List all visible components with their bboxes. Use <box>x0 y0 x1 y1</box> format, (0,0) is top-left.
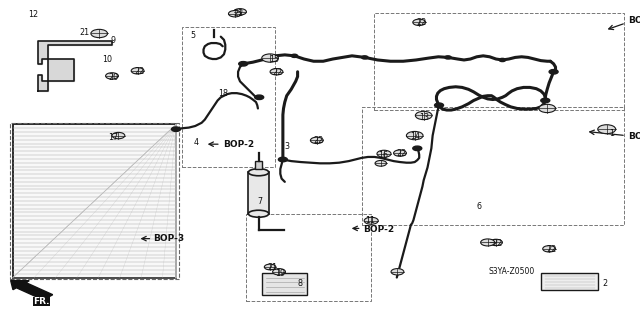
Text: 22: 22 <box>233 9 243 18</box>
Text: 22: 22 <box>134 67 145 76</box>
Circle shape <box>264 264 276 270</box>
Text: 8: 8 <box>297 279 302 288</box>
Circle shape <box>406 131 423 140</box>
Circle shape <box>262 54 278 62</box>
Circle shape <box>445 56 451 59</box>
Text: 6: 6 <box>476 202 481 211</box>
Text: 22: 22 <box>314 137 324 145</box>
Circle shape <box>270 69 283 75</box>
Text: 22: 22 <box>416 19 426 27</box>
Text: 5: 5 <box>191 31 196 40</box>
Text: 3: 3 <box>284 142 289 151</box>
Circle shape <box>310 137 323 144</box>
Bar <box>248 172 269 214</box>
Circle shape <box>391 269 404 275</box>
Text: 16: 16 <box>378 151 388 160</box>
Text: 12: 12 <box>28 10 38 19</box>
Circle shape <box>375 160 387 166</box>
Bar <box>10 123 179 279</box>
Circle shape <box>413 19 426 26</box>
Text: S3YA-Z0500: S3YA-Z0500 <box>489 267 535 276</box>
Circle shape <box>91 29 108 38</box>
Text: 22: 22 <box>493 239 503 248</box>
Text: 22: 22 <box>547 245 557 254</box>
Text: 15: 15 <box>269 56 279 64</box>
Text: 22: 22 <box>273 68 283 77</box>
Bar <box>374 13 624 110</box>
Text: FR.: FR. <box>33 297 50 306</box>
Circle shape <box>481 239 495 246</box>
Text: 14: 14 <box>410 132 420 141</box>
Circle shape <box>490 239 502 246</box>
Ellipse shape <box>248 210 269 217</box>
FancyArrow shape <box>11 280 52 300</box>
Text: 18: 18 <box>218 89 228 98</box>
Circle shape <box>413 146 422 151</box>
Bar <box>541 273 598 290</box>
Text: 22: 22 <box>397 149 407 158</box>
Circle shape <box>364 217 378 224</box>
Bar <box>182 27 275 167</box>
Bar <box>362 107 624 225</box>
Circle shape <box>394 150 406 156</box>
Text: 4: 4 <box>193 138 198 147</box>
Circle shape <box>499 58 506 62</box>
Bar <box>255 161 262 169</box>
Text: 21: 21 <box>267 263 277 272</box>
Text: BOP-2: BOP-2 <box>364 225 395 234</box>
Polygon shape <box>38 41 112 91</box>
Text: 9: 9 <box>111 36 116 45</box>
Text: 19: 19 <box>275 269 285 278</box>
Bar <box>262 273 307 295</box>
Text: BOP-3: BOP-3 <box>154 234 185 243</box>
Text: 10: 10 <box>102 56 112 64</box>
Circle shape <box>239 62 248 66</box>
Circle shape <box>541 98 550 103</box>
Circle shape <box>172 127 180 131</box>
Text: 11: 11 <box>365 216 375 225</box>
Circle shape <box>112 132 125 139</box>
Circle shape <box>362 56 368 59</box>
Text: 20: 20 <box>109 73 119 82</box>
Text: BOP-2: BOP-2 <box>223 140 254 149</box>
Text: 7: 7 <box>257 197 262 206</box>
Circle shape <box>131 68 144 74</box>
Text: BOP-4: BOP-4 <box>628 132 640 141</box>
Circle shape <box>106 73 118 79</box>
Text: 13: 13 <box>419 113 429 122</box>
Ellipse shape <box>248 169 269 176</box>
Circle shape <box>278 157 287 162</box>
Circle shape <box>549 70 558 74</box>
Circle shape <box>228 11 241 17</box>
Text: 1: 1 <box>609 129 614 138</box>
Circle shape <box>291 54 298 57</box>
Text: 21: 21 <box>79 28 90 37</box>
Circle shape <box>415 111 432 120</box>
Circle shape <box>377 150 391 157</box>
Text: 2: 2 <box>602 279 607 288</box>
Circle shape <box>234 9 246 15</box>
Circle shape <box>435 103 444 108</box>
Bar <box>13 124 176 278</box>
Circle shape <box>273 269 285 275</box>
Text: 17: 17 <box>108 133 118 142</box>
Circle shape <box>598 125 616 134</box>
Bar <box>246 214 371 301</box>
Circle shape <box>539 104 556 113</box>
Circle shape <box>255 95 264 100</box>
Text: BOP-4: BOP-4 <box>628 16 640 25</box>
Circle shape <box>543 246 556 252</box>
